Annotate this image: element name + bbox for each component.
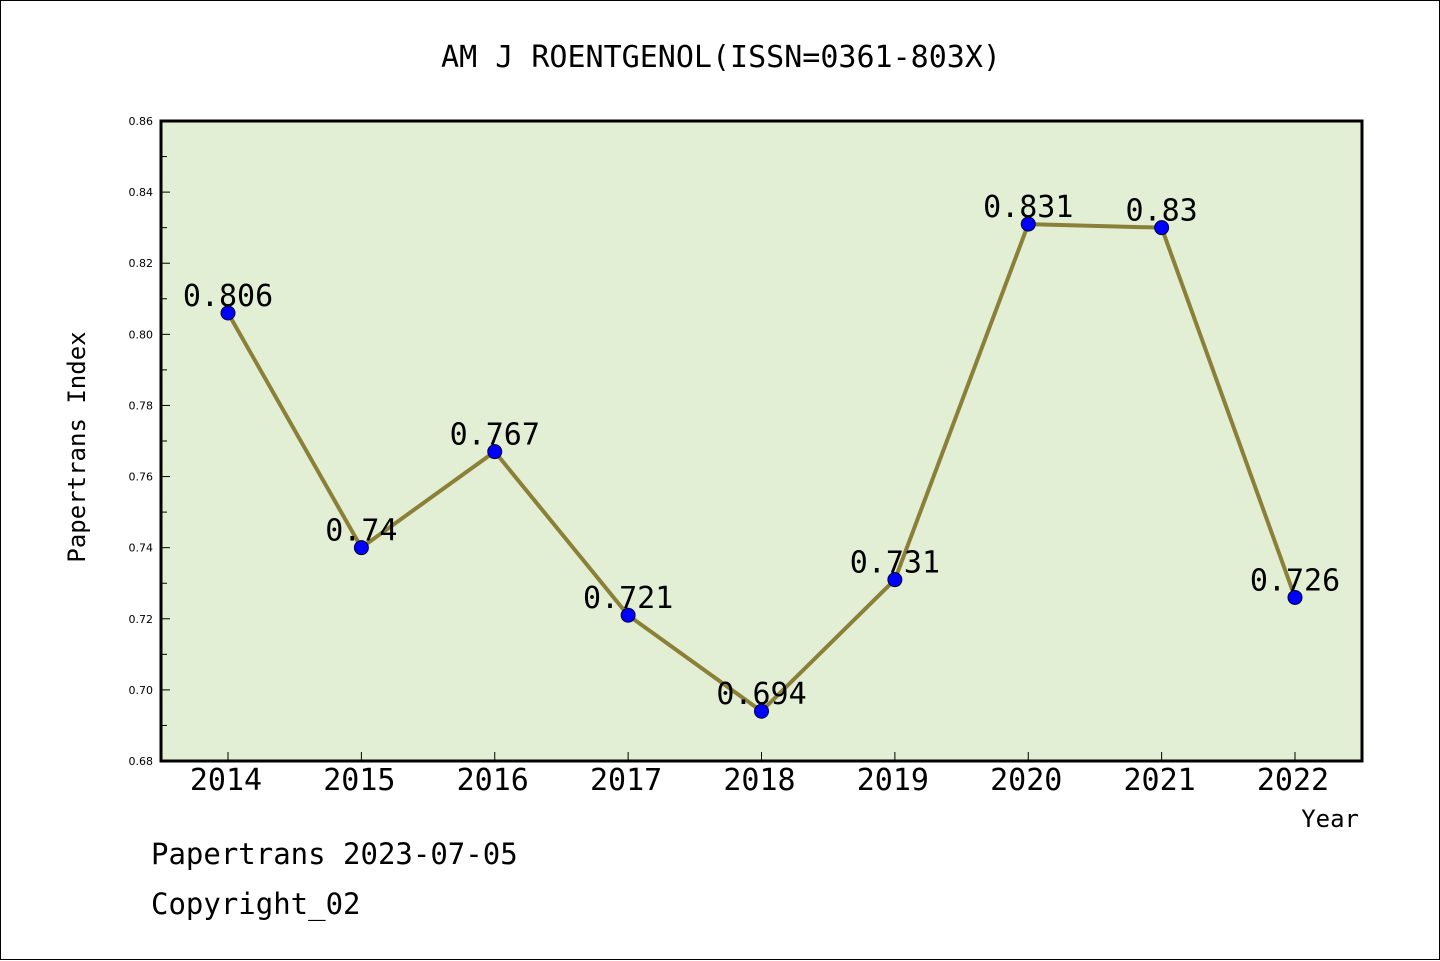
chart-title: AM J ROENTGENOL(ISSN=0361-803X) (441, 40, 1001, 75)
x-tick-label: 2020 (990, 763, 1062, 798)
data-point (353, 540, 369, 556)
data-label: 0.767 (450, 418, 540, 453)
x-tick-label: 2015 (323, 763, 395, 798)
y-tick-label: 0.72 (129, 613, 154, 626)
x-tick-label: 2017 (590, 763, 662, 798)
data-label: 0.721 (583, 581, 673, 616)
y-tick-label: 0.68 (129, 755, 154, 768)
y-axis: 0.68 0.70 0.72 0.74 0.76 0.78 0.80 0.82 0.84 0.86 (129, 115, 170, 768)
data-label: 0.806 (183, 279, 273, 314)
data-point (887, 572, 903, 588)
data-labels: 0.806 0.74 0.767 0.721 0.694 0.731 0.831 0.83 0.… (183, 190, 1340, 712)
data-point (487, 444, 503, 460)
y-tick-label: 0.70 (129, 684, 154, 697)
footer-date: Papertrans 2023-07-05 (151, 837, 518, 871)
data-label: 0.726 (1250, 563, 1340, 598)
data-label: 0.831 (983, 190, 1073, 225)
x-tick-label: 2019 (857, 763, 929, 798)
footer-copyright: Copyright_02 (151, 887, 361, 921)
data-point (1287, 589, 1303, 605)
y-tick-label: 0.86 (129, 115, 154, 128)
x-tick-label: 2016 (457, 763, 529, 798)
y-tick-label: 0.74 (129, 542, 154, 555)
x-tick-label: 2021 (1124, 763, 1196, 798)
x-tick-label: 2022 (1257, 763, 1329, 798)
data-point (1020, 216, 1036, 232)
y-axis-title: Papertrans Index (63, 331, 91, 562)
x-tick-label: 2014 (190, 763, 262, 798)
y-tick-label: 0.78 (129, 399, 154, 412)
data-point (620, 607, 636, 623)
data-point (754, 703, 769, 719)
y-tick-label: 0.76 (129, 471, 154, 484)
x-axis-title: Year (1301, 805, 1359, 833)
data-label: 0.74 (325, 514, 397, 549)
y-tick-label: 0.80 (129, 328, 154, 341)
data-label: 0.694 (716, 677, 806, 712)
data-point (220, 305, 236, 321)
y-tick-label: 0.82 (129, 257, 154, 270)
x-tick-label: 2018 (723, 763, 795, 798)
y-tick-label: 0.84 (129, 186, 154, 199)
x-axis: 2014 2015 2016 2017 2018 2019 2020 2021 2022 (190, 752, 1329, 798)
series-markers (220, 216, 1303, 719)
data-label: 0.731 (850, 546, 940, 581)
data-point (1154, 220, 1170, 236)
data-label: 0.83 (1126, 194, 1198, 229)
